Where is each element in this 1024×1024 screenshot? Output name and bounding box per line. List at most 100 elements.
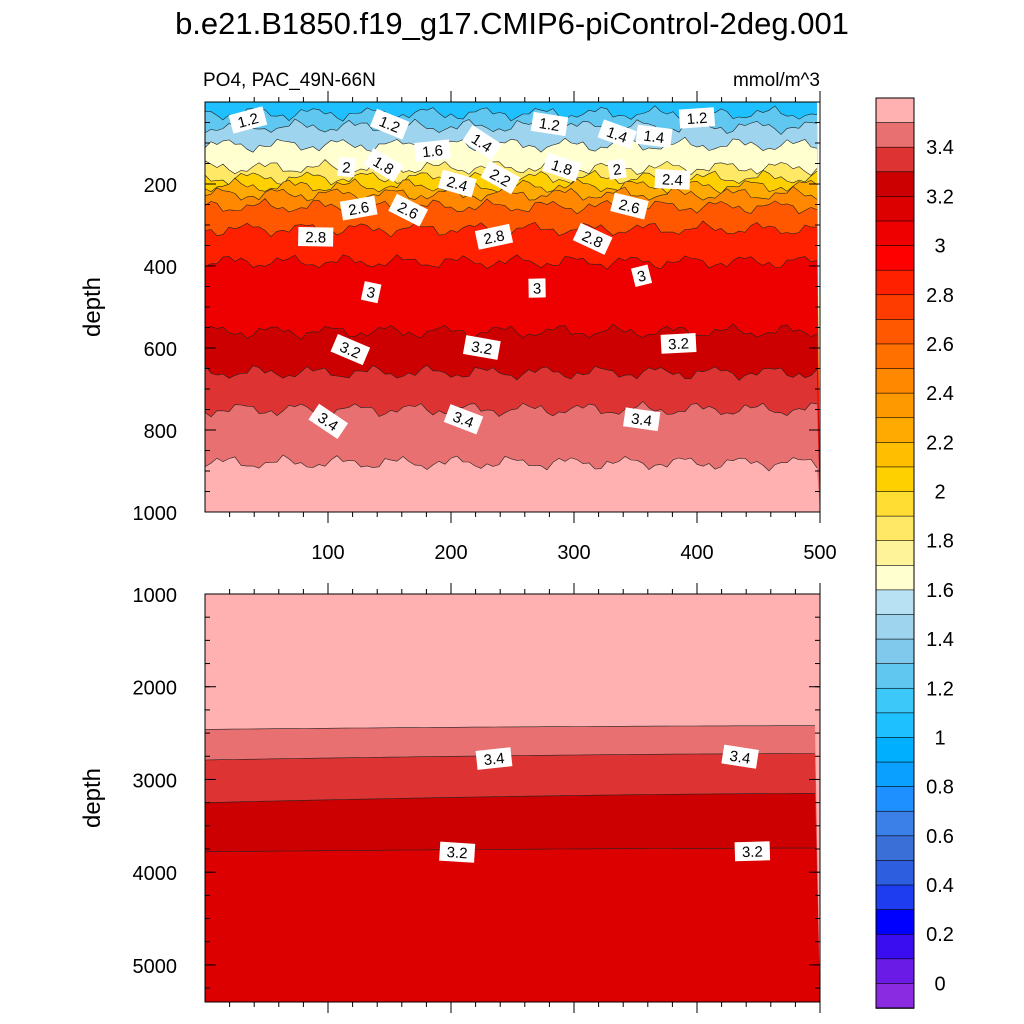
contour-label-bg (630, 264, 653, 288)
contour-label-bg (607, 158, 627, 180)
y-tick-label: 3000 (133, 770, 178, 792)
contour-label-text: 1.2 (376, 113, 402, 137)
y-tick-label: 1000 (133, 503, 178, 525)
contour-label: 1.2 (678, 107, 716, 129)
colorbar-tick-label: 0.2 (926, 924, 954, 946)
y-tick-label: 400 (144, 257, 177, 279)
contour-label-bg (360, 281, 382, 304)
contour-label-bg (721, 744, 759, 769)
colorbar-swatch (875, 983, 915, 1009)
colorbar-tick-label: 2.6 (926, 334, 954, 356)
contour-line-1.4 (204, 118, 818, 135)
y-tick-label: 2000 (133, 678, 178, 700)
contour-label-bg (623, 407, 661, 432)
contour-label-bg (443, 404, 484, 435)
y-tick-label: 1000 (133, 585, 178, 607)
contour-label-text: 3.2 (470, 338, 493, 358)
contour-label-text: 3.4 (630, 410, 653, 430)
colorbar-tick-label: 2.2 (926, 432, 954, 454)
contour-label: 3.2 (734, 841, 771, 862)
contour-label-text: 2 (342, 159, 352, 177)
contour-label-bg (480, 160, 521, 195)
contour-label-text: 3 (533, 280, 542, 297)
colorbar-tick-label: 0.6 (926, 826, 954, 848)
upper-panel: 200 400 600 800 1000 100 200 300 400 500 depth 1.2 1… (79, 70, 837, 564)
colorbar-swatch (875, 860, 915, 886)
colorbar-swatch (875, 614, 915, 640)
contour-label: 2.8 (474, 223, 514, 250)
contour-band-3.5 (205, 455, 820, 512)
contour-label: 1.2 (369, 108, 410, 140)
y-tick-label: 800 (144, 421, 177, 443)
contour-label: 2.6 (339, 195, 378, 221)
contour-label-bg (462, 125, 502, 161)
contour-label-bg (678, 107, 716, 129)
contour-label-text: 1.2 (538, 115, 561, 135)
contour-label: 3.4 (443, 404, 484, 435)
contour-label-text: 1.2 (236, 110, 261, 132)
contour-line-3.3 (204, 793, 815, 803)
contour-label-bg (610, 192, 649, 220)
contour-label: 2.8 (298, 226, 334, 247)
colorbar: 0 0.2 0.4 0.6 0.8 1 1.2 1.4 1.6 1.8 2 2.2 2.4 2.6 2.8 3… (875, 97, 954, 1009)
contour-label: 1.8 (542, 152, 582, 182)
contour-label-text: 2 (612, 161, 623, 179)
colorbar-swatch (875, 294, 915, 321)
colorbar-swatch (875, 171, 915, 198)
contour-label-bg (597, 119, 637, 150)
x-tick-label: 100 (311, 542, 344, 564)
contour-label-text: 3.2 (337, 339, 363, 363)
colorbar-tick-label: 3.4 (926, 137, 954, 159)
contour-line-3.2 (204, 323, 818, 341)
contour-label-text: 3.4 (483, 750, 506, 769)
panel-subtitle: PO4, PAC_49N-66N (203, 70, 376, 91)
x-tick-label: 400 (680, 542, 713, 564)
contour-label-bg (530, 111, 569, 137)
contour-label-bg (542, 152, 582, 182)
colorbar-swatch (875, 515, 915, 542)
contour-label: 3.2 (439, 841, 476, 863)
colorbar-tick-label: 1.2 (926, 678, 954, 700)
colorbar-tick-label: 3 (934, 236, 945, 258)
lower-panel: 1000 2000 3000 4000 5000 depth 3.4 3.4 3.2 3.2 (79, 583, 821, 1013)
colorbar-tick-label: 1.6 (926, 580, 954, 602)
x-tick-label: 500 (803, 542, 836, 564)
y-axis-label: depth (79, 277, 106, 337)
contour-label: 3.4 (475, 747, 513, 770)
contour-label: 1.2 (530, 111, 569, 137)
contour-line-3.0 (204, 254, 818, 270)
contour-line-3.4 (204, 400, 818, 418)
contour-label: 3.2 (660, 332, 697, 354)
colorbar-swatch (875, 417, 915, 444)
colorbar-tick-label: 2 (934, 482, 945, 504)
page-title: b.e21.B1850.f19_g17.CMIP6-piControl-2deg… (175, 6, 849, 41)
colorbar-swatch (875, 589, 915, 616)
colorbar-tick-label: 0 (934, 973, 945, 995)
contour-label-bg (462, 335, 501, 360)
contour-label-text: 3.2 (668, 335, 690, 353)
colorbar-swatch (875, 97, 915, 124)
colorbar-swatch (875, 466, 915, 493)
contour-label-text: 2.6 (617, 196, 641, 218)
contour-label-text: 3.2 (446, 844, 468, 862)
colorbar-swatch (875, 933, 915, 960)
contour-label-text: 1.4 (604, 124, 629, 147)
contour-label: 2 (607, 158, 627, 180)
contour-label-text: 2.4 (445, 173, 470, 195)
contour-label: 3 (360, 281, 382, 304)
contour-label: 3.4 (623, 407, 661, 432)
colorbar-swatch (875, 392, 915, 419)
contour-label-text: 3.4 (728, 748, 751, 768)
colorbar-swatch (875, 687, 915, 714)
contour-label-bg (439, 841, 476, 863)
contour-label-bg (298, 226, 334, 247)
contour-line-3.2 (204, 847, 815, 853)
contour-label-text: 3 (636, 267, 648, 286)
contour-label-bg (475, 747, 513, 770)
colorbar-tick-label: 2.8 (926, 285, 954, 307)
colorbar-swatch (875, 835, 915, 862)
contour-label-text: 1.4 (643, 128, 666, 147)
colorbar-swatch (875, 122, 915, 148)
contour-label: 3.4 (721, 744, 759, 769)
